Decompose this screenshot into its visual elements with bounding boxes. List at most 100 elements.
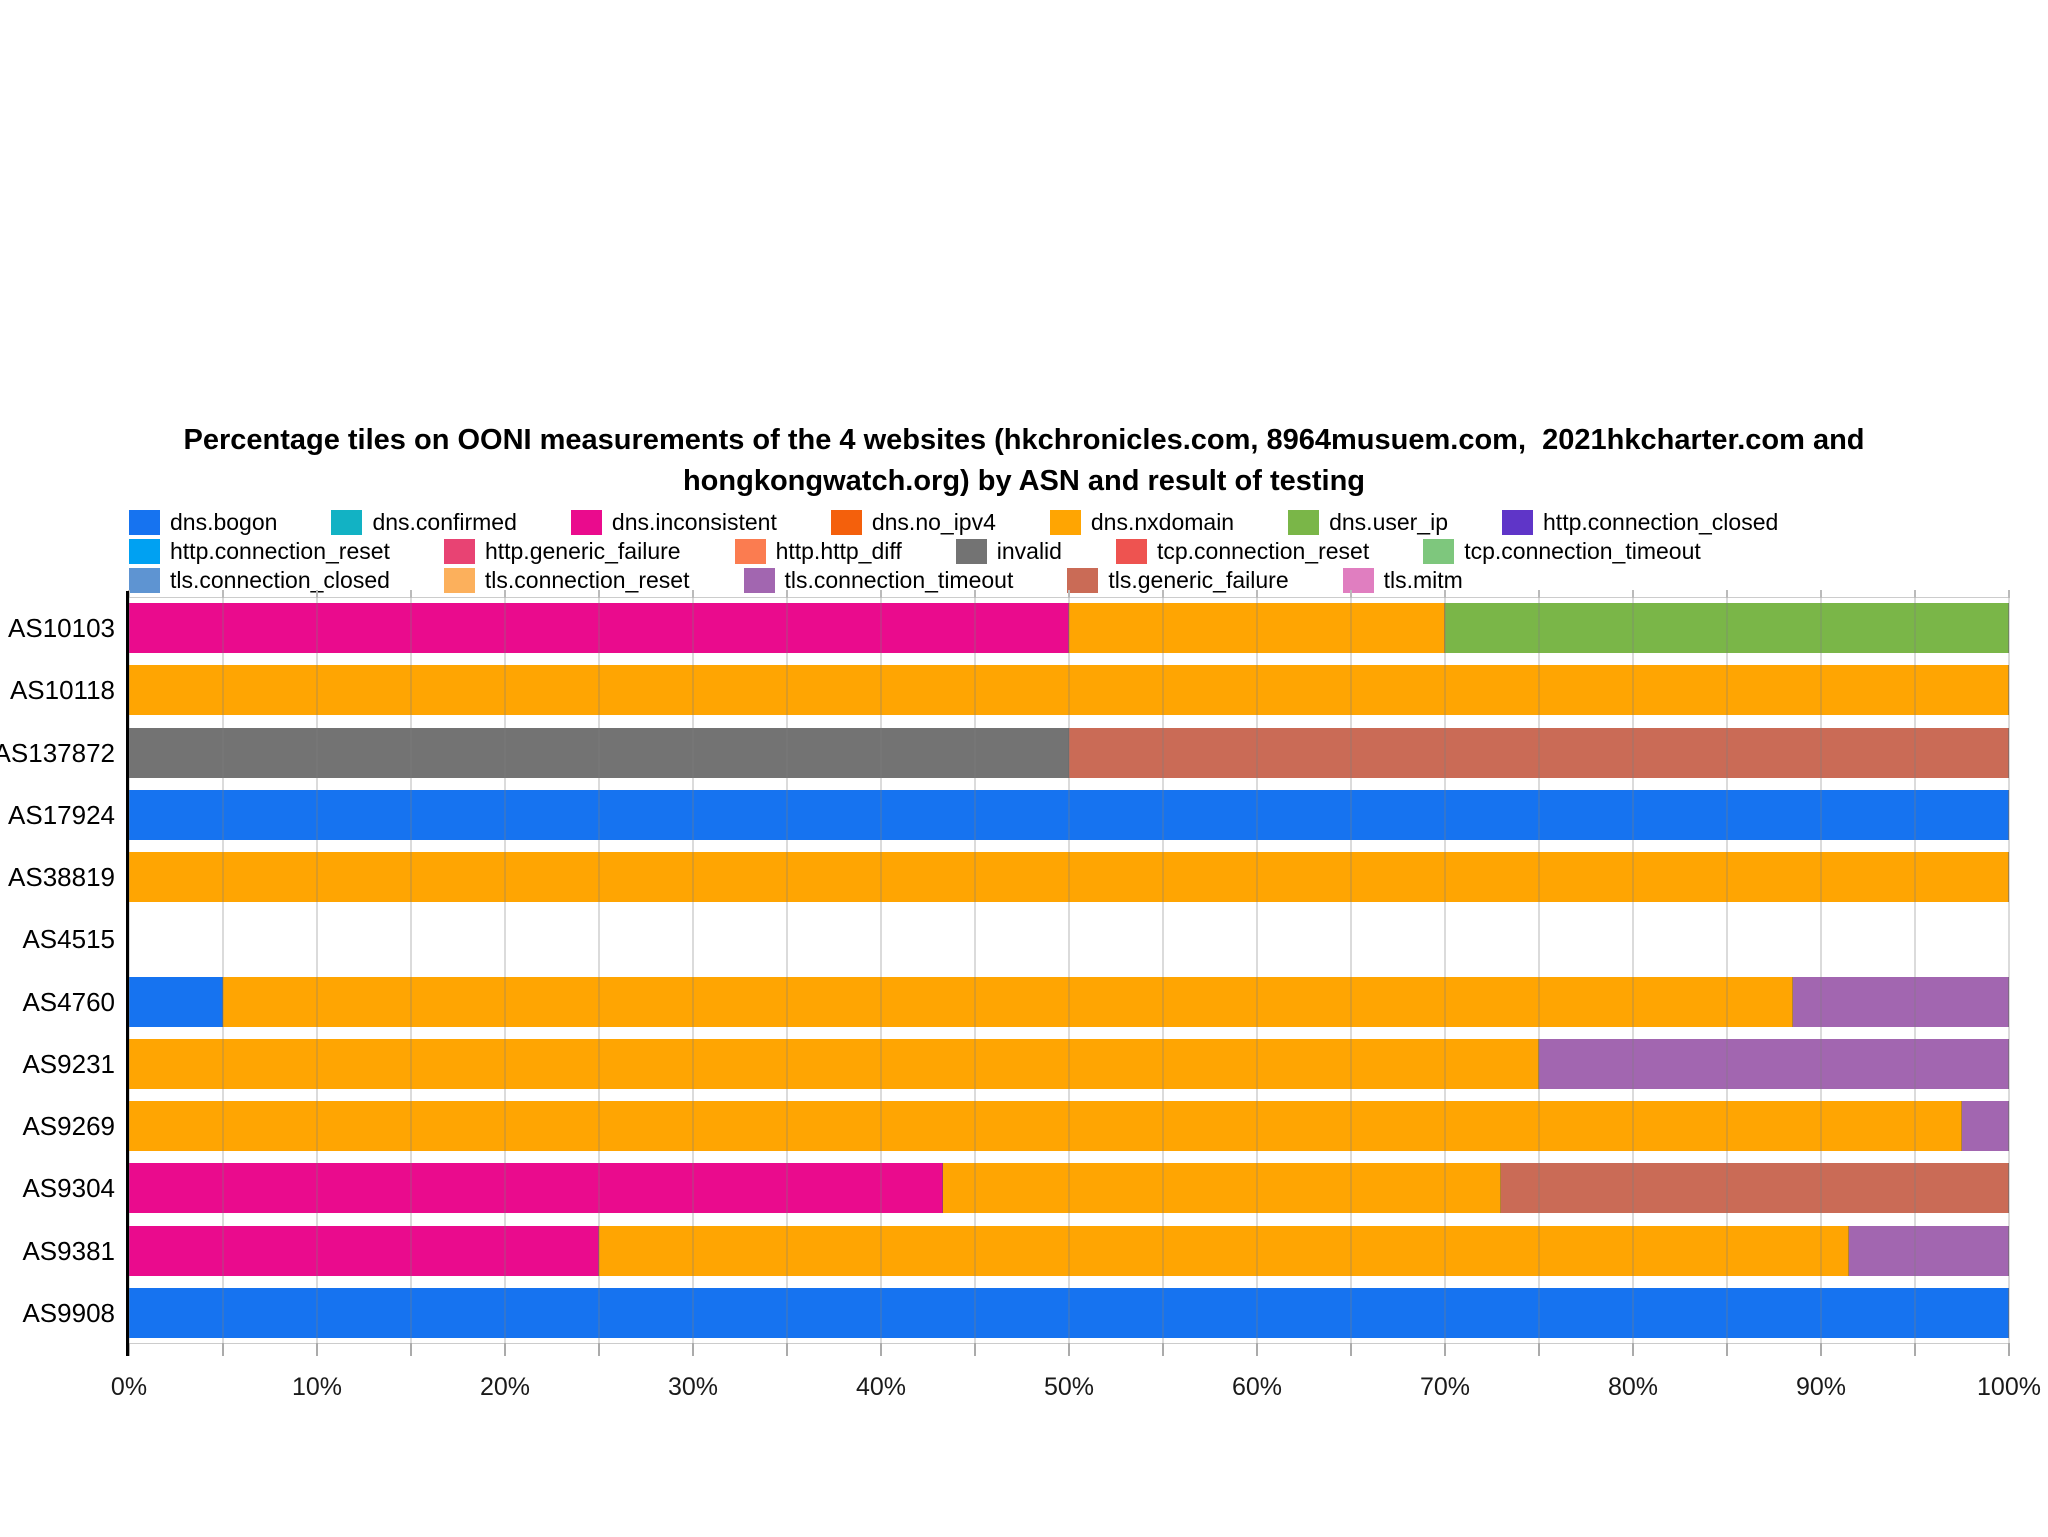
x-axis-tick-label: 60%	[1231, 1373, 1283, 1401]
legend-item[interactable]: tls.generic_failure	[1067, 567, 1289, 594]
axis-tick	[1632, 590, 1634, 598]
asn-label: AS9304	[22, 1173, 115, 1204]
axis-tick	[1820, 590, 1822, 598]
bar-segment[interactable]	[1849, 1225, 2009, 1276]
bar-segment[interactable]	[1501, 1163, 2009, 1214]
bar-segment[interactable]	[129, 976, 223, 1027]
bar-segment[interactable]	[1445, 603, 2009, 653]
bar-segment[interactable]	[1962, 1101, 2009, 1152]
legend-item[interactable]: tcp.connection_reset	[1115, 538, 1369, 565]
legend-item[interactable]: http.connection_closed	[1502, 509, 1778, 536]
x-axis-tick-label: 70%	[1419, 1373, 1471, 1401]
asn-label: AS4515	[22, 924, 115, 955]
legend-item[interactable]: dns.bogon	[129, 509, 277, 536]
bar-track	[129, 1163, 2009, 1214]
bar-track	[129, 789, 2009, 840]
legend-item[interactable]: dns.inconsistent	[570, 509, 777, 536]
axis-tick	[1162, 1343, 1164, 1356]
asn-label: AS137872	[0, 737, 115, 768]
axis-tick	[128, 1343, 130, 1356]
bar-segment[interactable]	[1539, 1038, 2009, 1089]
legend-swatch	[1342, 568, 1374, 593]
legend-swatch	[1288, 510, 1320, 535]
bar-segment[interactable]	[599, 1225, 1850, 1276]
x-axis-labels: 0% 10% 20% 30% 40% 50% 60% 70% 80% 90% 100%	[111, 1373, 2041, 1413]
asn-label: AS9381	[22, 1235, 115, 1266]
bar-track	[129, 1038, 2009, 1089]
bar-segment[interactable]	[129, 603, 1069, 653]
axis-tick	[1256, 590, 1258, 598]
chart-title: Percentage tiles on OONI measurements of…	[183, 424, 1865, 498]
legend-item[interactable]: tls.connection_timeout	[743, 567, 1013, 594]
bar-track	[129, 727, 2009, 778]
x-axis-tick-label: 10%	[291, 1373, 343, 1401]
bar-segment[interactable]	[943, 1163, 1502, 1214]
legend-item[interactable]: dns.user_ip	[1288, 509, 1448, 536]
bar-segment[interactable]	[129, 789, 2009, 840]
bar-segment[interactable]	[223, 976, 1793, 1027]
axis-tick	[1162, 590, 1164, 598]
bar-segment[interactable]	[1792, 976, 2009, 1027]
bar-row: AS38819	[8, 852, 2009, 903]
legend-item[interactable]: tls.mitm	[1342, 567, 1463, 594]
bar-segment[interactable]	[129, 1163, 944, 1214]
axis-tick	[1444, 590, 1446, 598]
bar-segment[interactable]	[129, 665, 2009, 716]
x-axis-tick-label: 90%	[1795, 1373, 1847, 1401]
x-axis-tick-label: 50%	[1043, 1373, 1095, 1401]
legend-swatch	[1067, 568, 1099, 593]
legend-item[interactable]: http.connection_reset	[129, 538, 390, 565]
asn-label: AS4760	[22, 986, 115, 1017]
asn-label: AS9269	[22, 1111, 115, 1142]
legend-swatch	[743, 568, 775, 593]
legend-row: http.connection_reset http.generic_failur…	[129, 537, 1929, 566]
axis-tick	[1914, 590, 1916, 598]
legend-label: dns.inconsistent	[611, 509, 777, 535]
bar-row: AS4760	[22, 976, 2009, 1027]
legend-item[interactable]: dns.no_ipv4	[830, 509, 996, 536]
axis-tick	[1350, 1343, 1352, 1356]
x-axis-tick-label: 80%	[1607, 1373, 1659, 1401]
bar-row: AS9381	[22, 1225, 2009, 1276]
axis-tick	[692, 1343, 694, 1356]
bar-segment[interactable]	[129, 1038, 1539, 1089]
axis-tick	[2008, 590, 2010, 598]
bar-row: AS137872	[0, 727, 2009, 778]
legend-label: http.http_diff	[775, 538, 902, 564]
legend-label: http.connection_closed	[1543, 509, 1779, 535]
axis-tick	[1444, 1343, 1446, 1356]
legend-swatch	[955, 539, 987, 564]
legend-label: dns.user_ip	[1329, 509, 1449, 535]
axis-tick	[880, 590, 882, 598]
bar-segment[interactable]	[129, 852, 2009, 903]
bar-track	[129, 852, 2009, 903]
legend-item[interactable]: tls.connection_reset	[443, 567, 690, 594]
legend-swatch	[830, 510, 862, 535]
legend-item[interactable]: dns.confirmed	[331, 509, 517, 536]
bar-segment[interactable]	[1069, 727, 2009, 778]
x-axis-tick-label: 30%	[667, 1373, 719, 1401]
legend-item[interactable]: invalid	[955, 538, 1062, 565]
legend-item[interactable]: http.generic_failure	[443, 538, 681, 565]
bar-segment[interactable]	[1069, 603, 1445, 653]
legend-label: tls.connection_reset	[484, 567, 690, 593]
legend-label: http.connection_reset	[170, 538, 390, 564]
bar-segment[interactable]	[129, 1101, 1962, 1152]
axis-tick	[598, 1343, 600, 1356]
legend-label: http.generic_failure	[484, 538, 681, 564]
axis-tick	[1350, 590, 1352, 598]
legend-swatch	[1049, 510, 1081, 535]
y-axis-line	[126, 591, 129, 1356]
legend-item[interactable]: dns.nxdomain	[1049, 509, 1234, 536]
bar-segment[interactable]	[129, 1225, 599, 1276]
bar-segment[interactable]	[129, 727, 1069, 778]
legend-swatch	[129, 510, 160, 535]
legend-item[interactable]: http.http_diff	[734, 538, 902, 565]
axis-tick	[2008, 1343, 2010, 1356]
legend-item[interactable]: tls.connection_closed	[129, 567, 390, 594]
axis-tick	[410, 590, 412, 598]
bar-segment[interactable]	[129, 1287, 2009, 1338]
axis-tick	[316, 590, 318, 598]
bar-track	[129, 1101, 2009, 1152]
legend-item[interactable]: tcp.connection_timeout	[1423, 538, 1701, 565]
